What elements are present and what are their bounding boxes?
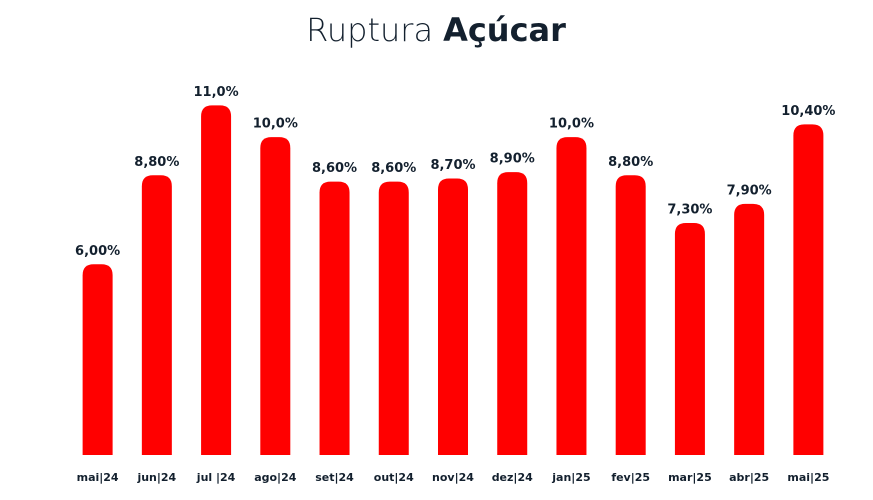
- value-label: 10,40%: [781, 104, 835, 119]
- value-label: 6,00%: [75, 244, 120, 259]
- bar: [260, 137, 291, 455]
- bar: [378, 181, 409, 455]
- bar: [556, 137, 587, 455]
- bar: [793, 124, 824, 455]
- bar: [497, 172, 528, 455]
- value-label: 8,80%: [608, 155, 653, 170]
- value-label: 8,70%: [430, 158, 475, 173]
- x-tick-label: mai|24: [77, 471, 119, 484]
- value-label: 8,80%: [134, 155, 179, 170]
- value-label: 7,30%: [667, 202, 712, 217]
- bar: [201, 105, 232, 455]
- x-tick-label: jun|24: [136, 471, 176, 484]
- x-tick-label: ago|24: [254, 471, 297, 484]
- bar: [82, 264, 113, 455]
- bar: [319, 181, 350, 455]
- bar: [734, 203, 765, 455]
- x-tick-label: mai|25: [787, 471, 829, 484]
- value-label: 8,60%: [312, 161, 357, 176]
- x-tick-label: dez|24: [492, 471, 533, 484]
- bar: [674, 222, 705, 455]
- value-label: 8,90%: [490, 152, 535, 167]
- x-tick-label: jan|25: [551, 471, 590, 484]
- bar: [615, 175, 646, 456]
- x-tick-label: nov|24: [432, 471, 474, 484]
- chart-title-emphasis: Açúcar: [443, 11, 566, 49]
- x-tick-label: out|24: [374, 471, 414, 484]
- value-label: 8,60%: [371, 161, 416, 176]
- bar: [141, 175, 172, 456]
- value-label: 7,90%: [727, 183, 772, 198]
- x-tick-label: abr|25: [729, 471, 769, 484]
- chart-title: Ruptura: [306, 11, 433, 49]
- x-tick-label: set|24: [315, 471, 354, 484]
- value-label: 11,0%: [194, 85, 239, 100]
- value-label: 10,0%: [549, 117, 594, 132]
- x-tick-label: jul |24: [196, 471, 236, 484]
- x-tick-label: mar|25: [668, 471, 712, 484]
- bar: [438, 178, 468, 455]
- x-tick-label: fev|25: [611, 471, 650, 484]
- value-label: 10,0%: [253, 117, 298, 132]
